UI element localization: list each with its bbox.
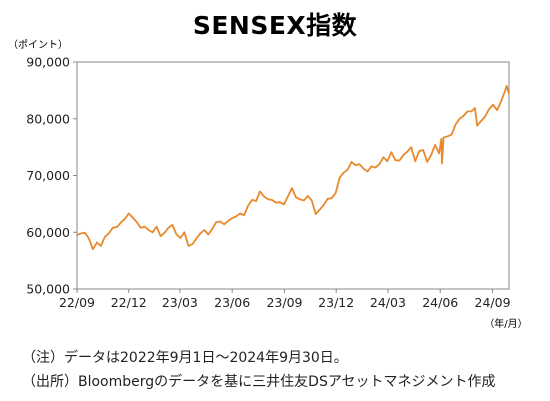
x-tick-label: 24/06 (422, 295, 458, 310)
chart-title: SENSEX指数 (192, 11, 358, 40)
footnote-period: （注）データは2022年9月1日～2024年9月30日。 (22, 350, 348, 366)
x-tick-label: 22/12 (111, 295, 147, 310)
sensex-series-line (76, 84, 510, 251)
footnote-source: （出所）Bloombergのデータを基に三井住友DSアセットマネジメント作成 (22, 374, 496, 390)
y-tick-label: 90,000 (26, 55, 70, 70)
y-tick-label: 70,000 (26, 168, 70, 183)
x-tick-label: 24/09 (475, 295, 511, 310)
x-tick-label: 24/03 (370, 295, 406, 310)
x-tick-label: 23/09 (266, 295, 302, 310)
x-unit-label: （年/月） (484, 317, 527, 330)
y-tick-label: 60,000 (26, 225, 70, 240)
plot-area-frame (76, 61, 510, 290)
x-tick-label: 22/09 (59, 295, 95, 310)
x-tick-label: 23/03 (162, 295, 198, 310)
y-unit-label: （ポイント） (8, 39, 68, 51)
y-tick-label: 80,000 (26, 111, 70, 126)
x-tick-label: 23/12 (318, 295, 354, 310)
x-tick-label: 23/06 (214, 295, 250, 310)
y-tick-label: 50,000 (26, 282, 70, 297)
x-axis: 22/09 22/12 23/03 23/06 23/09 23/12 24/03 24/06… (59, 289, 511, 310)
y-axis: 50,000 60,000 70,000 80,000 90,000 (26, 55, 77, 297)
